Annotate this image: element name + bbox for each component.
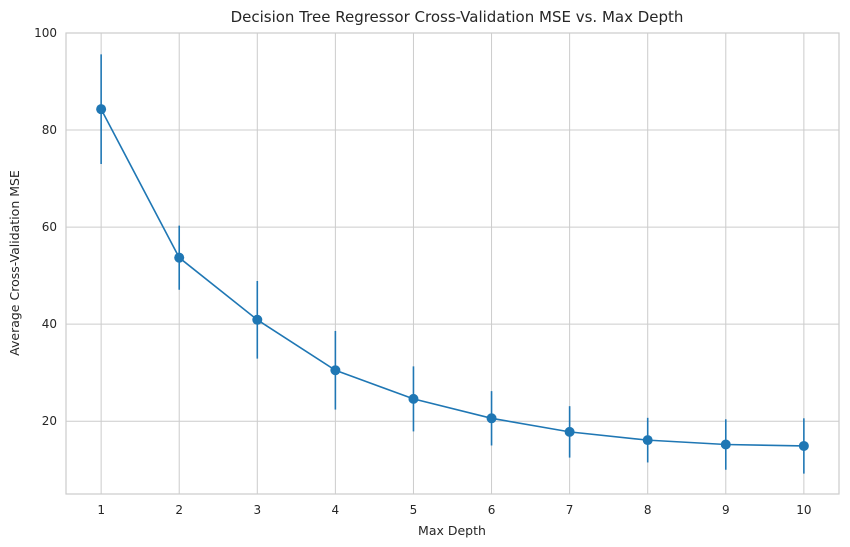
x-tick-label: 2 xyxy=(175,503,183,517)
axis-ticks: 1 2 3 4 5 6 7 8 9 10 20 40 60 80 100 xyxy=(34,26,811,517)
data-point xyxy=(720,439,731,450)
y-axis-label: Average Cross-Validation MSE xyxy=(7,170,22,356)
x-tick-label: 7 xyxy=(566,503,574,517)
data-point xyxy=(564,426,575,437)
data-point xyxy=(330,365,341,376)
grid xyxy=(66,32,839,494)
x-tick-label: 9 xyxy=(722,503,730,517)
series xyxy=(96,54,809,474)
x-tick-label: 4 xyxy=(332,503,340,517)
chart-title: Decision Tree Regressor Cross-Validation… xyxy=(231,8,684,26)
data-point xyxy=(642,435,653,446)
x-tick-label: 6 xyxy=(488,503,496,517)
data-point xyxy=(96,104,107,115)
x-axis-label: Max Depth xyxy=(418,523,486,538)
y-tick-label: 20 xyxy=(42,414,57,428)
data-point xyxy=(174,252,185,263)
data-point xyxy=(798,440,809,451)
y-tick-label: 80 xyxy=(42,123,57,137)
x-tick-label: 8 xyxy=(644,503,652,517)
data-point xyxy=(408,393,419,404)
x-tick-label: 5 xyxy=(410,503,418,517)
y-tick-label: 100 xyxy=(34,26,57,40)
y-tick-label: 40 xyxy=(42,317,57,331)
series-group xyxy=(96,54,809,474)
plot-frame xyxy=(65,32,840,495)
y-tick-label: 60 xyxy=(42,220,57,234)
x-tick-label: 10 xyxy=(796,503,811,517)
x-tick-label: 3 xyxy=(253,503,261,517)
series-line xyxy=(100,108,804,447)
data-point xyxy=(486,413,497,424)
x-tick-label: 1 xyxy=(97,503,105,517)
data-point xyxy=(252,314,263,325)
